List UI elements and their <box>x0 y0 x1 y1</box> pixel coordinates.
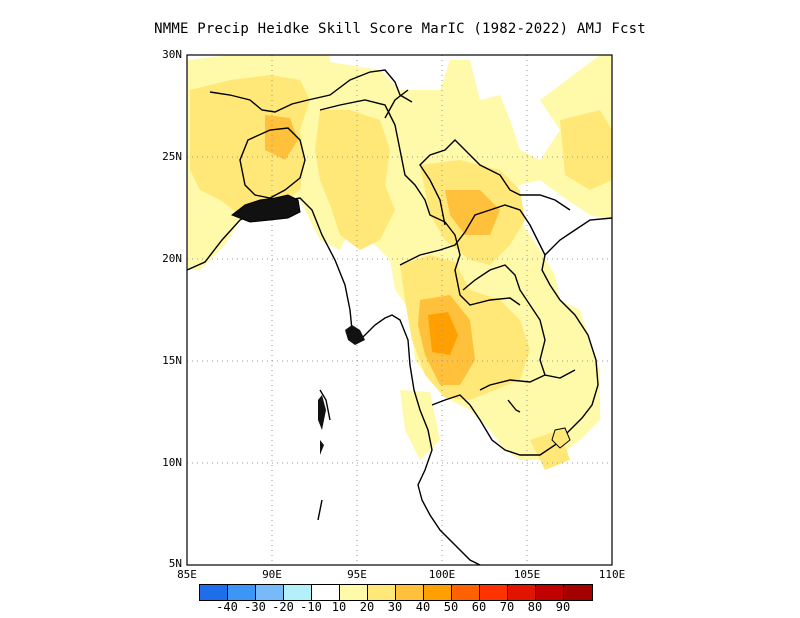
skill-area-bangladesh-core <box>265 115 298 160</box>
colorbar-label: 50 <box>443 600 459 614</box>
colorbar-label: 80 <box>527 600 543 614</box>
colorbar-label: 60 <box>471 600 487 614</box>
skill-area-yunnan-core <box>445 190 500 235</box>
colorbar-label: 30 <box>387 600 403 614</box>
skill-area-myanmar <box>315 110 395 250</box>
lon-label-90e: 90E <box>262 568 282 581</box>
irrawaddy-delta <box>345 325 365 345</box>
colorbar-label: -40 <box>216 600 238 614</box>
lat-label-5n: 5N <box>168 557 182 570</box>
andaman-islands <box>318 395 326 455</box>
colorbar-swatch <box>508 585 536 600</box>
colorbar-label: 70 <box>499 600 515 614</box>
lon-label-85e: 85E <box>177 568 197 581</box>
colorbar-swatch <box>536 585 564 600</box>
ganges-delta <box>230 194 301 223</box>
colorbar-swatch <box>200 585 228 600</box>
colorbar-swatch <box>312 585 340 600</box>
colorbar-swatch <box>256 585 284 600</box>
map-frame <box>186 54 613 566</box>
lat-label-20n: 20N <box>162 252 182 265</box>
lat-label-10n: 10N <box>162 456 182 469</box>
colorbar-swatch <box>480 585 508 600</box>
map-title: NMME Precip Heidke Skill Score MarIC (19… <box>154 21 646 37</box>
colorbar-label: 20 <box>359 600 375 614</box>
lat-label-15n: 15N <box>162 354 182 367</box>
colorbar-swatch <box>228 585 256 600</box>
colorbar-label: 10 <box>331 600 347 614</box>
skill-area-thailand-peak <box>428 312 458 355</box>
grid-lines <box>187 55 612 565</box>
colorbar-label: -10 <box>300 600 322 614</box>
skill-area-east <box>560 110 612 190</box>
colorbar-swatch <box>424 585 452 600</box>
lon-label-100e: 100E <box>428 568 456 581</box>
lat-label-25n: 25N <box>162 150 182 163</box>
lon-label-110e: 110E <box>598 568 626 581</box>
colorbar-swatch <box>284 585 312 600</box>
colorbar-swatch <box>396 585 424 600</box>
lat-label-30n: 30N <box>162 48 182 61</box>
colorbar-swatch <box>452 585 480 600</box>
mekong-delta <box>551 427 571 449</box>
colorbar-label: 90 <box>555 600 571 614</box>
colorbar-swatch <box>368 585 396 600</box>
colorbar-label: -20 <box>272 600 294 614</box>
skill-shading <box>187 55 612 470</box>
colorbar-label: 40 <box>415 600 431 614</box>
colorbar-swatch <box>564 585 592 600</box>
colorbar <box>199 584 593 601</box>
colorbar-swatch <box>340 585 368 600</box>
lon-label-95e: 95E <box>347 568 367 581</box>
lon-label-105e: 105E <box>513 568 541 581</box>
skill-area-south <box>400 390 440 460</box>
colorbar-label: -30 <box>244 600 266 614</box>
